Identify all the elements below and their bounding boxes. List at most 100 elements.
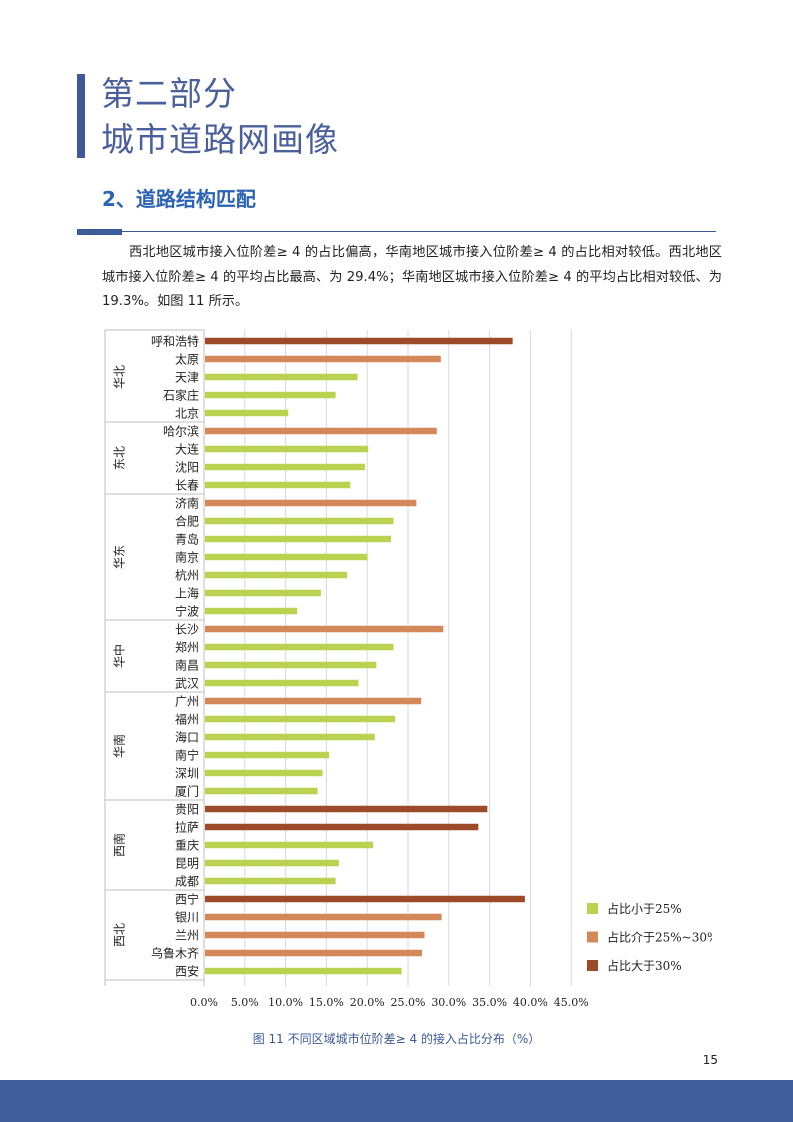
city-label: 天津 xyxy=(175,371,199,385)
city-label: 拉萨 xyxy=(175,820,199,835)
bar-兰州 xyxy=(205,931,425,939)
city-label: 合肥 xyxy=(175,514,199,529)
x-tick-label: 5.0% xyxy=(231,996,259,1008)
bar-深圳 xyxy=(205,769,323,777)
bar-杭州 xyxy=(205,571,347,579)
figure-caption: 图 11 不同区域城市位阶差≥ 4 的接入占比分布（%） xyxy=(252,1032,541,1046)
city-label: 海口 xyxy=(175,730,199,745)
region-label: 华东 xyxy=(113,545,127,569)
x-tick-label: 45.0% xyxy=(554,996,589,1008)
city-label: 乌鲁木齐 xyxy=(151,946,199,961)
bar-银川 xyxy=(205,913,442,921)
region-label: 东北 xyxy=(113,446,127,470)
city-label: 昆明 xyxy=(175,857,199,871)
city-label: 重庆 xyxy=(175,839,199,853)
bar-重庆 xyxy=(205,841,374,849)
bar-乌鲁木齐 xyxy=(205,949,423,957)
x-tick-label: 0.0% xyxy=(190,996,218,1008)
bar-南宁 xyxy=(205,751,330,759)
region-label: 西南 xyxy=(112,833,127,857)
city-label: 武汉 xyxy=(175,677,199,691)
bar-长春 xyxy=(205,481,351,489)
bar-西安 xyxy=(205,967,402,975)
bar-广州 xyxy=(205,697,422,705)
part-title: 第二部分 xyxy=(101,74,237,113)
body-paragraph: 西北地区城市接入位阶差≥ 4 的占比偏高，华南地区城市接入位阶差≥ 4 的占比相… xyxy=(102,245,722,309)
city-label: 南京 xyxy=(175,550,199,565)
x-tick-label: 20.0% xyxy=(350,996,385,1008)
footer-band xyxy=(0,1080,793,1122)
legend-label: 占比小于25% xyxy=(607,901,682,916)
bar-上海 xyxy=(205,589,321,597)
city-label: 南昌 xyxy=(175,658,199,673)
city-label: 贵阳 xyxy=(175,803,199,817)
bar-合肥 xyxy=(205,517,394,525)
city-label: 广州 xyxy=(175,695,199,709)
bar-南京 xyxy=(205,553,368,561)
city-label: 呼和浩特 xyxy=(151,334,199,349)
city-label: 杭州 xyxy=(175,568,199,583)
city-label: 太原 xyxy=(175,352,199,367)
city-label: 宁波 xyxy=(175,604,199,619)
bar-福州 xyxy=(205,715,396,723)
section-rule-accent xyxy=(77,229,122,235)
legend-swatch-low xyxy=(587,903,598,914)
bar-成都 xyxy=(205,877,336,885)
legend-label: 占比大于30% xyxy=(607,958,682,973)
bar-南昌 xyxy=(205,661,377,669)
bar-哈尔滨 xyxy=(205,427,437,435)
bar-郑州 xyxy=(205,643,394,651)
x-tick-label: 15.0% xyxy=(309,996,344,1008)
city-label: 成都 xyxy=(175,875,199,889)
city-label: 沈阳 xyxy=(175,460,199,475)
city-label: 西安 xyxy=(175,964,199,979)
x-tick-label: 35.0% xyxy=(472,996,507,1008)
region-label: 华北 xyxy=(113,365,127,389)
city-label: 深圳 xyxy=(175,767,199,781)
bar-拉萨 xyxy=(205,823,479,831)
legend-label: 占比介于25%~30% xyxy=(607,930,712,945)
city-label: 长春 xyxy=(175,479,199,493)
bar-厦门 xyxy=(205,787,318,795)
bar-武汉 xyxy=(205,679,359,687)
city-label: 北京 xyxy=(175,407,199,421)
bar-贵阳 xyxy=(205,805,488,813)
city-label: 厦门 xyxy=(175,784,199,799)
bar-大连 xyxy=(205,445,369,453)
city-label: 南宁 xyxy=(175,748,199,763)
bar-济南 xyxy=(205,499,417,507)
x-tick-label: 10.0% xyxy=(268,996,303,1008)
bar-天津 xyxy=(205,373,358,381)
city-label: 郑州 xyxy=(175,640,199,655)
city-label: 哈尔滨 xyxy=(163,424,199,439)
x-tick-label: 25.0% xyxy=(391,996,426,1008)
city-label: 石家庄 xyxy=(163,388,199,403)
bar-昆明 xyxy=(205,859,339,867)
bar-青岛 xyxy=(205,535,392,543)
x-tick-label: 40.0% xyxy=(513,996,548,1008)
region-label: 华南 xyxy=(112,734,127,758)
section-title: 2、道路结构匹配 xyxy=(102,187,256,211)
bar-沈阳 xyxy=(205,463,365,471)
title-accent-bar xyxy=(77,74,85,158)
bar-北京 xyxy=(205,409,289,417)
city-label: 长沙 xyxy=(175,623,199,637)
legend-swatch-high xyxy=(587,960,598,971)
bar-石家庄 xyxy=(205,391,336,399)
bar-呼和浩特 xyxy=(205,337,513,345)
legend-swatch-mid xyxy=(587,931,598,943)
bar-长沙 xyxy=(205,625,444,633)
city-label: 青岛 xyxy=(175,532,199,547)
city-label: 银川 xyxy=(175,911,199,925)
city-label: 西宁 xyxy=(175,892,199,907)
bar-西宁 xyxy=(205,895,525,903)
bar-太原 xyxy=(205,355,441,363)
bar-宁波 xyxy=(205,607,298,615)
section-rule xyxy=(122,231,716,232)
x-tick-label: 30.0% xyxy=(431,996,466,1008)
region-label: 西北 xyxy=(113,923,127,947)
part-subtitle: 城市道路网画像 xyxy=(101,120,339,159)
region-label: 华中 xyxy=(112,644,127,668)
city-label: 大连 xyxy=(175,442,199,457)
